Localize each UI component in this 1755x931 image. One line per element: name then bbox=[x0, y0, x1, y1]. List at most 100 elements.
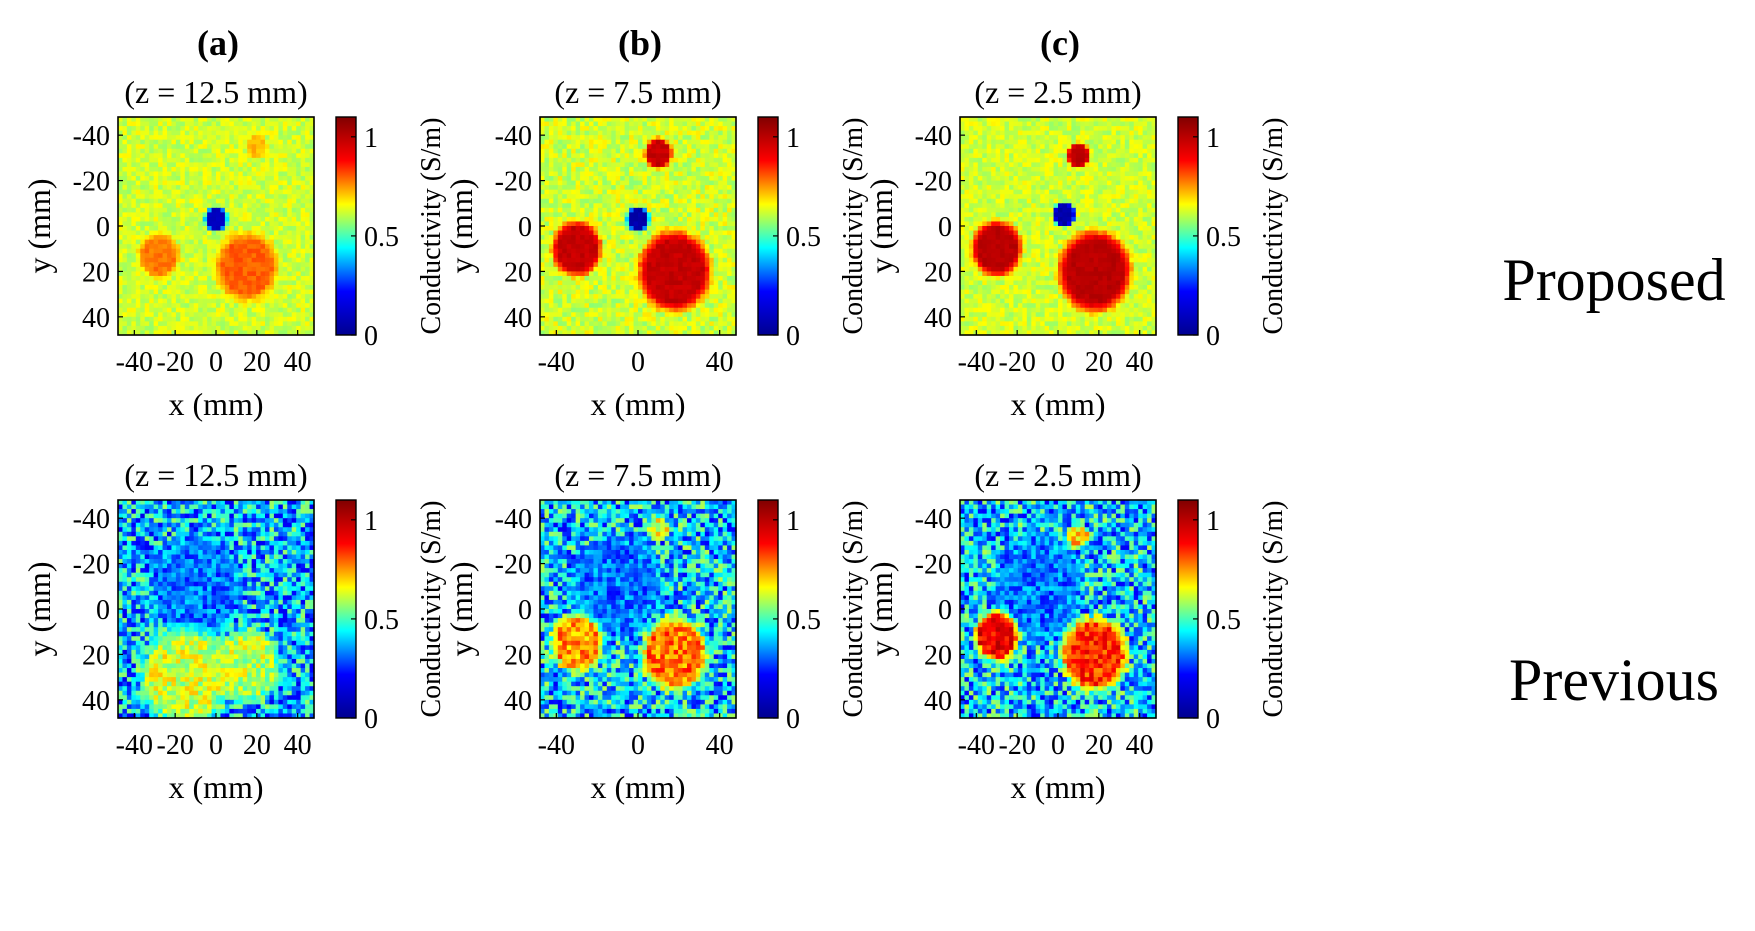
heatmap-cell bbox=[193, 212, 199, 218]
heatmap-cell bbox=[1129, 162, 1135, 168]
heatmap-cell bbox=[695, 203, 701, 209]
heatmap-cell bbox=[1115, 166, 1121, 173]
heatmap-cell bbox=[562, 176, 568, 182]
heatmap-cell bbox=[615, 262, 621, 268]
heatmap-cell bbox=[207, 203, 213, 209]
heatmap-cell bbox=[606, 189, 612, 195]
heatmap-cell bbox=[296, 298, 302, 304]
heatmap-cell bbox=[557, 203, 563, 209]
heatmap-cell bbox=[678, 330, 684, 336]
heatmap-cell bbox=[242, 316, 248, 322]
heatmap-cell bbox=[664, 330, 670, 336]
heatmap-cell bbox=[278, 289, 284, 295]
heatmap-cell bbox=[660, 157, 666, 164]
heatmap-cell bbox=[727, 180, 733, 186]
heatmap-cell bbox=[646, 325, 652, 332]
heatmap-cell bbox=[615, 176, 621, 182]
heatmap-cell bbox=[731, 194, 737, 200]
heatmap-cell bbox=[126, 289, 132, 295]
heatmap-cell bbox=[202, 248, 208, 254]
heatmap-cell bbox=[664, 166, 670, 173]
heatmap-cell bbox=[1013, 180, 1019, 186]
heatmap-cell bbox=[273, 239, 279, 245]
heatmap-cell bbox=[269, 162, 275, 168]
heatmap-cell bbox=[256, 257, 262, 263]
heatmap-cell bbox=[1133, 139, 1139, 145]
heatmap-cell bbox=[1080, 166, 1086, 173]
heatmap-cell bbox=[651, 316, 657, 322]
heatmap-cell bbox=[158, 153, 164, 159]
heatmap-cell bbox=[562, 207, 568, 213]
heatmap-cell bbox=[606, 289, 612, 295]
heatmap-cell bbox=[682, 271, 688, 277]
heatmap-cell bbox=[162, 194, 168, 200]
heatmap-cell bbox=[171, 139, 177, 145]
heatmap-cell bbox=[589, 330, 595, 336]
column-label: (a) bbox=[197, 23, 239, 63]
heatmap-cell bbox=[651, 235, 657, 241]
heatmap-cell bbox=[995, 162, 1001, 168]
heatmap-cell bbox=[193, 194, 199, 200]
heatmap-cell bbox=[233, 121, 239, 127]
heatmap-cell bbox=[638, 216, 644, 223]
heatmap-cell bbox=[144, 185, 150, 191]
heatmap-cell bbox=[655, 303, 661, 309]
heatmap-cell bbox=[309, 221, 315, 227]
heatmap-cell bbox=[678, 230, 684, 236]
heatmap-cell bbox=[126, 153, 132, 159]
heatmap-cell bbox=[126, 303, 132, 309]
heatmap-cell bbox=[727, 244, 733, 250]
heatmap-cell bbox=[140, 257, 146, 263]
heatmap-cell bbox=[589, 298, 595, 304]
heatmap-cell bbox=[273, 289, 279, 295]
heatmap-cell bbox=[287, 266, 293, 273]
heatmap-cell bbox=[700, 194, 706, 200]
heatmap-cell bbox=[269, 316, 275, 322]
heatmap-cell bbox=[687, 185, 693, 191]
heatmap-cell bbox=[167, 153, 173, 159]
heatmap-cell bbox=[722, 117, 728, 123]
heatmap-cell bbox=[305, 262, 311, 268]
heatmap-cell bbox=[722, 189, 728, 195]
x-tick-label: 40 bbox=[706, 347, 734, 378]
heatmap-cell bbox=[544, 298, 550, 304]
heatmap-cell bbox=[153, 266, 159, 273]
heatmap-cell bbox=[611, 285, 617, 291]
heatmap-cell bbox=[189, 312, 195, 318]
heatmap-cell bbox=[122, 130, 128, 136]
heatmap-cell bbox=[1098, 148, 1104, 154]
heatmap-cell bbox=[273, 285, 279, 291]
heatmap-cell bbox=[242, 207, 248, 213]
heatmap-cell bbox=[273, 139, 279, 145]
heatmap-cell bbox=[642, 285, 648, 291]
heatmap-cell bbox=[216, 285, 222, 291]
heatmap-cell bbox=[153, 198, 159, 204]
heatmap-cell bbox=[216, 121, 222, 127]
heatmap-cell bbox=[651, 166, 657, 173]
heatmap-cell bbox=[122, 157, 128, 164]
heatmap-cell bbox=[727, 316, 733, 322]
heatmap-cell bbox=[540, 271, 546, 277]
heatmap-cell bbox=[184, 307, 190, 313]
heatmap-cell bbox=[566, 189, 572, 195]
heatmap-cell bbox=[207, 221, 213, 227]
heatmap-cell bbox=[687, 121, 693, 127]
heatmap-cell bbox=[175, 275, 181, 282]
heatmap-cell bbox=[597, 198, 603, 204]
heatmap-cell bbox=[557, 285, 563, 291]
heatmap-cell bbox=[224, 230, 230, 236]
heatmap-cell bbox=[153, 230, 159, 236]
heatmap-cell bbox=[977, 157, 983, 164]
heatmap-cell bbox=[260, 266, 266, 273]
heatmap-cell bbox=[216, 325, 222, 332]
heatmap-cell bbox=[1017, 180, 1023, 186]
heatmap-cell bbox=[629, 153, 635, 159]
heatmap-cell bbox=[629, 244, 635, 250]
heatmap-cell bbox=[673, 117, 679, 123]
heatmap-cell bbox=[273, 121, 279, 127]
heatmap-cell bbox=[629, 325, 635, 332]
heatmap-cell bbox=[540, 280, 546, 286]
heatmap-cell bbox=[291, 212, 297, 218]
heatmap-cell bbox=[247, 330, 253, 336]
heatmap-cell bbox=[660, 325, 666, 332]
